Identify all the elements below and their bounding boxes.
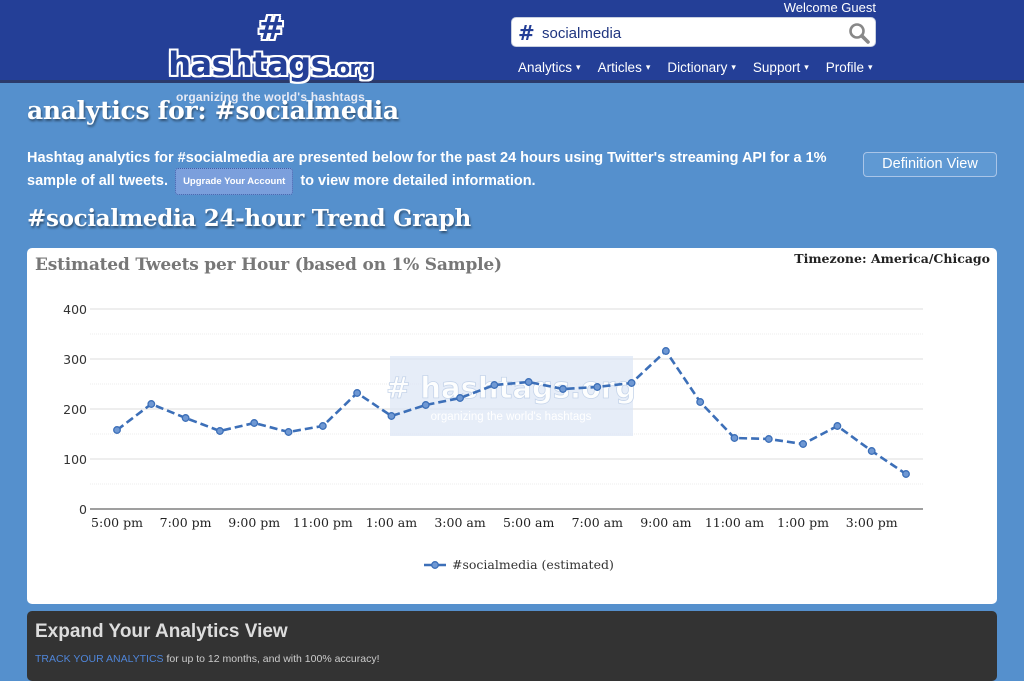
chevron-down-icon: ▾: [576, 62, 581, 72]
data-point[interactable]: [661, 347, 670, 355]
site-logo[interactable]: # hashtags.org organizing the world's ha…: [163, 10, 378, 104]
chevron-down-icon: ▾: [645, 62, 651, 72]
data-point[interactable]: [593, 383, 602, 391]
data-point[interactable]: [559, 385, 567, 393]
search-icon[interactable]: [847, 21, 871, 45]
search-input[interactable]: [542, 22, 842, 44]
svg-text:organizing the world's hashtag: organizing the world's hashtags: [431, 411, 592, 423]
chart-title: Estimated Tweets per Hour (based on 1% S…: [35, 255, 502, 275]
x-tick-label: 9:00 pm: [228, 515, 280, 530]
data-point[interactable]: [627, 379, 636, 387]
x-tick-label: 1:00 pm: [777, 515, 829, 530]
data-point[interactable]: [833, 422, 842, 430]
data-point[interactable]: [113, 426, 121, 434]
chart-legend[interactable]: #socialmedia (estimated): [424, 557, 614, 572]
data-point[interactable]: [799, 440, 808, 448]
data-point[interactable]: [387, 412, 396, 420]
data-point[interactable]: [490, 381, 499, 389]
data-point[interactable]: [181, 414, 190, 422]
y-tick-label: 300: [63, 352, 87, 367]
data-point[interactable]: [867, 447, 876, 455]
data-point[interactable]: [902, 470, 910, 478]
nav-analytics[interactable]: Analytics ▾: [518, 60, 581, 75]
svg-text:#socialmedia (estimated): #socialmedia (estimated): [452, 557, 614, 572]
timezone-label: Timezone: America/Chicago: [794, 251, 990, 266]
search-box: #: [511, 17, 876, 47]
y-tick-label: 400: [63, 302, 87, 317]
main-nav: Analytics ▾ Articles ▾ Dictionary ▾ Support…: [518, 60, 890, 75]
data-point[interactable]: [421, 401, 430, 409]
definition-view-button[interactable]: Definition View: [863, 152, 997, 177]
welcome-text: Welcome Guest: [783, 0, 876, 15]
data-point[interactable]: [764, 435, 773, 443]
data-point[interactable]: [524, 378, 533, 386]
page-title: analytics for: #socialmedia: [27, 96, 399, 125]
trend-chart: 0 100 200 300 400 # hashtags.org organizing th…: [27, 248, 997, 604]
data-point[interactable]: [318, 422, 327, 430]
x-tick-label: 7:00 am: [572, 515, 623, 530]
x-tick-label: 1:00 am: [366, 515, 417, 530]
intro-text: Hashtag analytics for #socialmedia are p…: [27, 149, 847, 195]
nav-profile[interactable]: Profile ▾: [825, 60, 873, 75]
nav-support[interactable]: Support ▾: [752, 60, 809, 75]
graph-heading: #socialmedia 24-hour Trend Graph: [27, 205, 471, 232]
logo-tagline: organizing the world's hashtags: [175, 90, 366, 104]
series-line: [116, 349, 907, 476]
chevron-down-icon: ▾: [804, 62, 809, 72]
logo-wordmark: # hashtags.org: [168, 9, 373, 83]
chevron-down-icon: ▾: [731, 62, 736, 72]
x-tick-label: 3:00 pm: [846, 515, 898, 530]
data-point[interactable]: [456, 394, 464, 402]
expand-analytics-panel: Expand Your Analytics View TRACK YOUR AN…: [27, 611, 997, 681]
data-point[interactable]: [730, 434, 739, 442]
x-tick-label: 11:00 pm: [293, 515, 353, 530]
data-point[interactable]: [696, 398, 705, 406]
data-point[interactable]: [147, 400, 156, 408]
data-point[interactable]: [250, 419, 259, 427]
promo-text: TRACK YOUR ANALYTICS for up to 12 months…: [35, 653, 380, 665]
x-tick-label: 11:00 am: [705, 515, 764, 530]
track-analytics-link[interactable]: TRACK YOUR ANALYTICS: [35, 653, 164, 665]
hashtag-icon: #: [518, 21, 535, 45]
x-tick-label: 5:00 am: [503, 515, 554, 530]
x-tick-label: 7:00 pm: [160, 515, 212, 530]
upgrade-account-button[interactable]: Upgrade Your Account: [175, 168, 294, 195]
promo-title: Expand Your Analytics View: [35, 621, 288, 642]
x-tick-label: 3:00 am: [434, 515, 485, 530]
site-header: # hashtags.org organizing the world's ha…: [0, 0, 1024, 104]
chevron-down-icon: ▾: [868, 62, 873, 72]
y-tick-label: 0: [79, 502, 87, 517]
nav-articles[interactable]: Articles ▾: [597, 60, 651, 75]
y-tick-label: 100: [63, 452, 87, 467]
data-point[interactable]: [353, 389, 362, 397]
x-tick-label: 5:00 pm: [91, 515, 143, 530]
nav-dictionary[interactable]: Dictionary ▾: [667, 60, 736, 75]
data-point[interactable]: [284, 428, 293, 436]
y-tick-label: 200: [63, 402, 87, 417]
x-tick-label: 9:00 am: [640, 515, 691, 530]
data-point[interactable]: [215, 427, 224, 435]
